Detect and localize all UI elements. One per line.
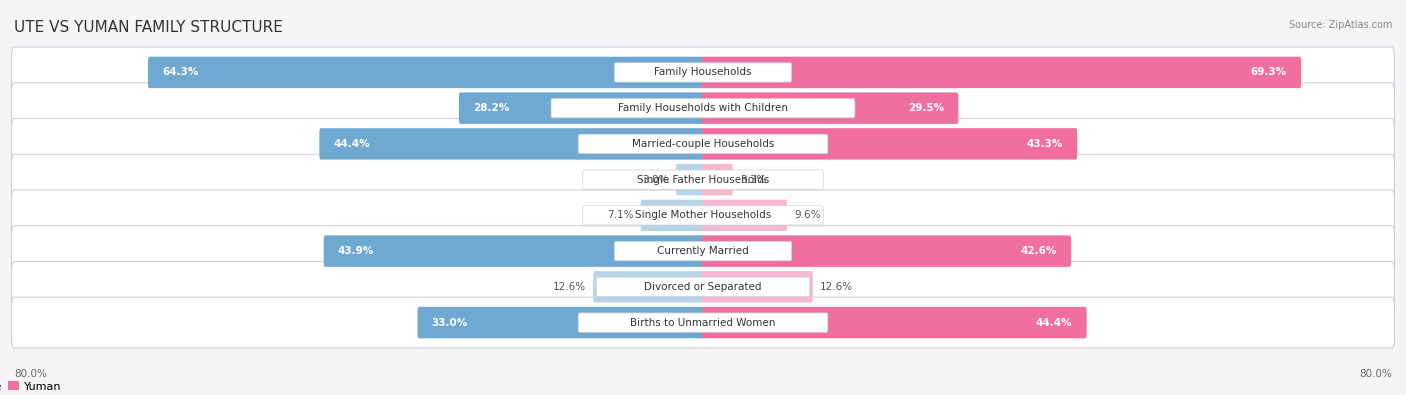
FancyBboxPatch shape (551, 98, 855, 118)
Text: Family Households: Family Households (654, 68, 752, 77)
Text: 44.4%: 44.4% (1036, 318, 1073, 327)
FancyBboxPatch shape (702, 128, 1077, 160)
Text: 28.2%: 28.2% (472, 103, 509, 113)
FancyBboxPatch shape (11, 226, 1395, 276)
FancyBboxPatch shape (458, 92, 704, 124)
FancyBboxPatch shape (148, 57, 704, 88)
FancyBboxPatch shape (702, 92, 959, 124)
Text: 29.5%: 29.5% (908, 103, 945, 113)
Text: Divorced or Separated: Divorced or Separated (644, 282, 762, 292)
Text: Single Mother Households: Single Mother Households (636, 211, 770, 220)
FancyBboxPatch shape (593, 271, 704, 303)
Text: Family Households with Children: Family Households with Children (619, 103, 787, 113)
Text: Currently Married: Currently Married (657, 246, 749, 256)
FancyBboxPatch shape (11, 47, 1395, 98)
FancyBboxPatch shape (702, 164, 733, 196)
FancyBboxPatch shape (578, 134, 828, 154)
FancyBboxPatch shape (418, 307, 704, 338)
Text: 3.3%: 3.3% (740, 175, 766, 184)
Text: Source: ZipAtlas.com: Source: ZipAtlas.com (1288, 20, 1392, 30)
FancyBboxPatch shape (676, 164, 704, 196)
Text: 42.6%: 42.6% (1021, 246, 1057, 256)
FancyBboxPatch shape (319, 128, 704, 160)
FancyBboxPatch shape (11, 83, 1395, 134)
Text: 69.3%: 69.3% (1251, 68, 1286, 77)
FancyBboxPatch shape (702, 271, 813, 303)
Text: 80.0%: 80.0% (1360, 369, 1392, 379)
Text: 43.3%: 43.3% (1026, 139, 1063, 149)
FancyBboxPatch shape (11, 297, 1395, 348)
FancyBboxPatch shape (596, 277, 810, 297)
Text: Single Father Households: Single Father Households (637, 175, 769, 184)
FancyBboxPatch shape (641, 199, 704, 231)
FancyBboxPatch shape (702, 57, 1301, 88)
Legend: Ute, Yuman: Ute, Yuman (0, 377, 66, 395)
FancyBboxPatch shape (578, 313, 828, 332)
FancyBboxPatch shape (11, 118, 1395, 169)
Text: 43.9%: 43.9% (337, 246, 374, 256)
Text: 7.1%: 7.1% (607, 211, 633, 220)
Text: 3.0%: 3.0% (643, 175, 669, 184)
FancyBboxPatch shape (614, 63, 792, 82)
Text: Births to Unmarried Women: Births to Unmarried Women (630, 318, 776, 327)
FancyBboxPatch shape (11, 154, 1395, 205)
FancyBboxPatch shape (702, 307, 1087, 338)
FancyBboxPatch shape (702, 199, 787, 231)
FancyBboxPatch shape (582, 206, 824, 225)
FancyBboxPatch shape (582, 170, 824, 189)
Text: 64.3%: 64.3% (162, 68, 198, 77)
Text: 12.6%: 12.6% (820, 282, 853, 292)
Text: UTE VS YUMAN FAMILY STRUCTURE: UTE VS YUMAN FAMILY STRUCTURE (14, 20, 283, 35)
FancyBboxPatch shape (702, 235, 1071, 267)
Text: Married-couple Households: Married-couple Households (631, 139, 775, 149)
FancyBboxPatch shape (11, 190, 1395, 241)
FancyBboxPatch shape (323, 235, 704, 267)
Text: 80.0%: 80.0% (14, 369, 46, 379)
Text: 9.6%: 9.6% (794, 211, 821, 220)
Text: 44.4%: 44.4% (333, 139, 370, 149)
FancyBboxPatch shape (614, 241, 792, 261)
FancyBboxPatch shape (11, 261, 1395, 312)
Text: 33.0%: 33.0% (432, 318, 468, 327)
Text: 12.6%: 12.6% (553, 282, 586, 292)
